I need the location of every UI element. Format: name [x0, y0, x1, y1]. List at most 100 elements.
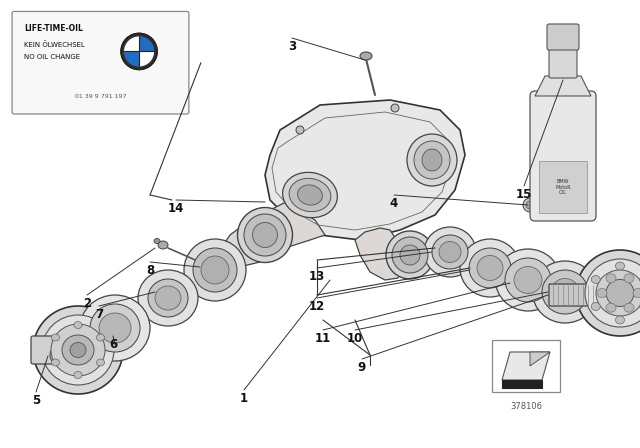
Ellipse shape: [74, 322, 82, 328]
Ellipse shape: [298, 185, 323, 205]
Wedge shape: [124, 36, 139, 52]
Ellipse shape: [50, 344, 74, 366]
Ellipse shape: [505, 258, 551, 302]
Ellipse shape: [99, 313, 131, 343]
Text: 01 39 9 791 197: 01 39 9 791 197: [75, 94, 126, 99]
Ellipse shape: [237, 207, 292, 263]
Ellipse shape: [633, 289, 640, 297]
Ellipse shape: [296, 126, 304, 134]
Ellipse shape: [606, 280, 634, 306]
Ellipse shape: [124, 36, 154, 66]
Ellipse shape: [606, 303, 616, 312]
Ellipse shape: [532, 261, 598, 323]
Polygon shape: [530, 352, 550, 366]
Ellipse shape: [514, 267, 542, 293]
Text: 7: 7: [95, 307, 103, 320]
Ellipse shape: [616, 262, 625, 270]
Ellipse shape: [138, 270, 198, 326]
Ellipse shape: [148, 279, 188, 317]
Ellipse shape: [155, 286, 181, 310]
Wedge shape: [139, 36, 154, 52]
Polygon shape: [502, 352, 550, 380]
Ellipse shape: [184, 239, 246, 301]
Polygon shape: [502, 380, 542, 388]
Ellipse shape: [469, 248, 511, 288]
Ellipse shape: [576, 250, 640, 336]
Ellipse shape: [400, 245, 420, 265]
Text: 10: 10: [347, 332, 363, 345]
Ellipse shape: [43, 337, 81, 373]
Text: LIFE-TIME-OIL: LIFE-TIME-OIL: [24, 25, 83, 34]
Ellipse shape: [596, 270, 640, 316]
Ellipse shape: [591, 276, 600, 284]
FancyBboxPatch shape: [549, 284, 591, 306]
Polygon shape: [355, 228, 405, 280]
Ellipse shape: [97, 359, 104, 366]
Ellipse shape: [422, 149, 442, 171]
Bar: [539, 161, 587, 213]
Ellipse shape: [414, 141, 450, 179]
Ellipse shape: [616, 316, 625, 324]
Ellipse shape: [424, 227, 476, 277]
Text: 13: 13: [309, 270, 325, 283]
Ellipse shape: [591, 302, 600, 310]
Text: 9: 9: [358, 361, 366, 374]
Ellipse shape: [439, 241, 461, 263]
Text: 14: 14: [168, 202, 184, 215]
FancyBboxPatch shape: [549, 46, 577, 78]
Ellipse shape: [154, 238, 160, 244]
Ellipse shape: [407, 134, 457, 186]
Text: 8: 8: [146, 263, 154, 276]
Ellipse shape: [392, 237, 428, 273]
Ellipse shape: [526, 201, 534, 209]
Text: BMW
MotoR
OIL: BMW MotoR OIL: [555, 179, 571, 195]
FancyBboxPatch shape: [547, 24, 579, 50]
Ellipse shape: [97, 334, 104, 341]
Ellipse shape: [74, 371, 82, 379]
Polygon shape: [265, 100, 465, 240]
Polygon shape: [535, 76, 591, 96]
Polygon shape: [218, 200, 325, 268]
FancyBboxPatch shape: [12, 12, 189, 114]
Ellipse shape: [244, 214, 286, 256]
Wedge shape: [139, 52, 154, 66]
Ellipse shape: [477, 255, 503, 280]
Ellipse shape: [253, 223, 278, 247]
Ellipse shape: [606, 274, 616, 283]
Ellipse shape: [624, 303, 634, 312]
Text: NO OIL CHANGE: NO OIL CHANGE: [24, 55, 80, 60]
Ellipse shape: [495, 249, 561, 311]
Ellipse shape: [193, 248, 237, 292]
Ellipse shape: [70, 343, 86, 358]
Ellipse shape: [432, 235, 468, 269]
Text: 12: 12: [309, 300, 325, 313]
Ellipse shape: [551, 279, 579, 306]
Text: 15: 15: [516, 188, 532, 201]
Ellipse shape: [62, 335, 94, 365]
Ellipse shape: [51, 324, 105, 376]
Ellipse shape: [51, 334, 60, 341]
Text: 3: 3: [288, 39, 296, 52]
Wedge shape: [124, 52, 139, 66]
Ellipse shape: [42, 315, 114, 385]
Text: 11: 11: [315, 332, 331, 345]
FancyBboxPatch shape: [31, 336, 65, 364]
Ellipse shape: [360, 52, 372, 60]
Text: 5: 5: [32, 393, 40, 406]
Ellipse shape: [542, 270, 588, 314]
Ellipse shape: [51, 359, 60, 366]
Ellipse shape: [386, 231, 434, 279]
Ellipse shape: [33, 306, 123, 394]
Ellipse shape: [585, 259, 640, 327]
Text: 2: 2: [83, 297, 91, 310]
Ellipse shape: [624, 274, 634, 283]
Ellipse shape: [90, 304, 140, 352]
Text: 1: 1: [240, 392, 248, 405]
Text: 378106: 378106: [510, 402, 542, 411]
Ellipse shape: [158, 241, 168, 249]
FancyBboxPatch shape: [530, 91, 596, 221]
Ellipse shape: [460, 239, 520, 297]
Bar: [492, 340, 560, 392]
Ellipse shape: [201, 256, 229, 284]
Ellipse shape: [80, 295, 150, 361]
